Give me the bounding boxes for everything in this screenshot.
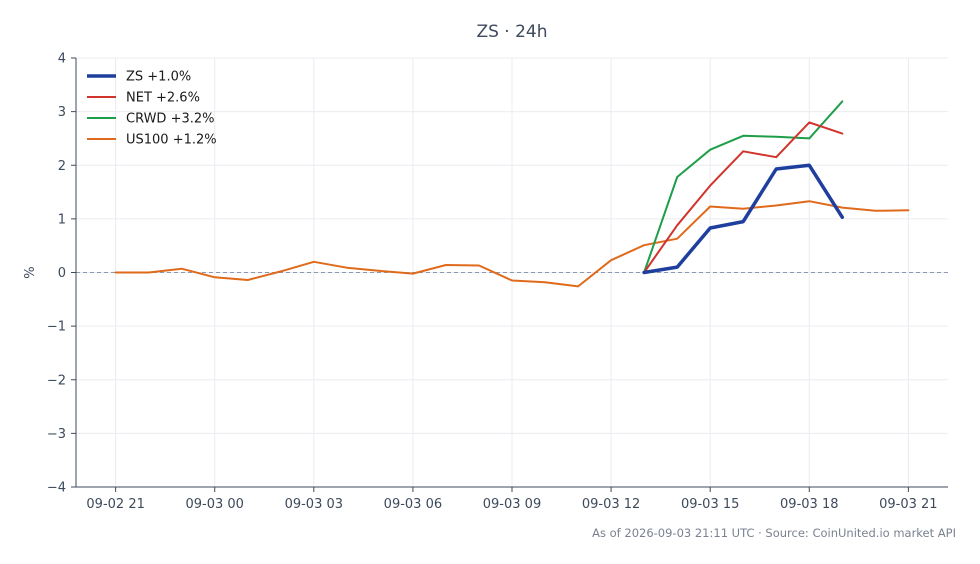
series-group — [114, 100, 910, 288]
y-tick-label: 3 — [58, 105, 66, 120]
legend: ZS +1.0% NET +2.6% CRWD +3.2% US100 +1.2% — [87, 70, 217, 148]
legend-label-3: US100 +1.2% — [126, 133, 217, 148]
x-tick-label: 09-03 21 — [879, 497, 937, 512]
x-tick-label: 09-03 15 — [681, 497, 739, 512]
x-tick-label: 09-03 06 — [384, 497, 442, 512]
footer-source: As of 2026-09-03 21:11 UTC · Source: Coi… — [592, 526, 956, 540]
y-tick-label: 0 — [58, 266, 66, 281]
y-tick-label: 1 — [58, 212, 66, 227]
y-axis-label: % — [23, 266, 38, 278]
y-tick-label: −2 — [47, 373, 66, 388]
chart-title: ZS · 24h — [476, 22, 547, 42]
x-tick-label: 09-03 09 — [483, 497, 541, 512]
x-tick-label: 09-03 00 — [186, 497, 244, 512]
series-line-2 — [643, 100, 844, 274]
y-tick-label: 4 — [58, 52, 66, 67]
series-line-3 — [114, 200, 910, 288]
x-tick-label: 09-02 21 — [86, 497, 144, 512]
legend-label-2: CRWD +3.2% — [126, 112, 215, 127]
x-tick-label: 09-03 03 — [285, 497, 343, 512]
series-line-1 — [643, 121, 844, 274]
y-tick-label: −4 — [47, 481, 66, 496]
series-line-0 — [642, 163, 845, 275]
y-tick-label: 2 — [58, 159, 66, 174]
x-tick-label: 09-03 12 — [582, 497, 640, 512]
x-tick-label: 09-03 18 — [780, 497, 838, 512]
legend-label-1: NET +2.6% — [126, 91, 200, 106]
y-tick-label: −1 — [47, 320, 66, 335]
legend-label-0: ZS +1.0% — [126, 70, 191, 85]
y-axis-ticks: −4 −3 −2 −1 0 1 2 3 4 — [47, 52, 76, 496]
y-tick-label: −3 — [47, 427, 66, 442]
x-axis-ticks: 09-02 21 09-03 00 09-03 03 09-03 06 09-03 09… — [86, 487, 938, 512]
